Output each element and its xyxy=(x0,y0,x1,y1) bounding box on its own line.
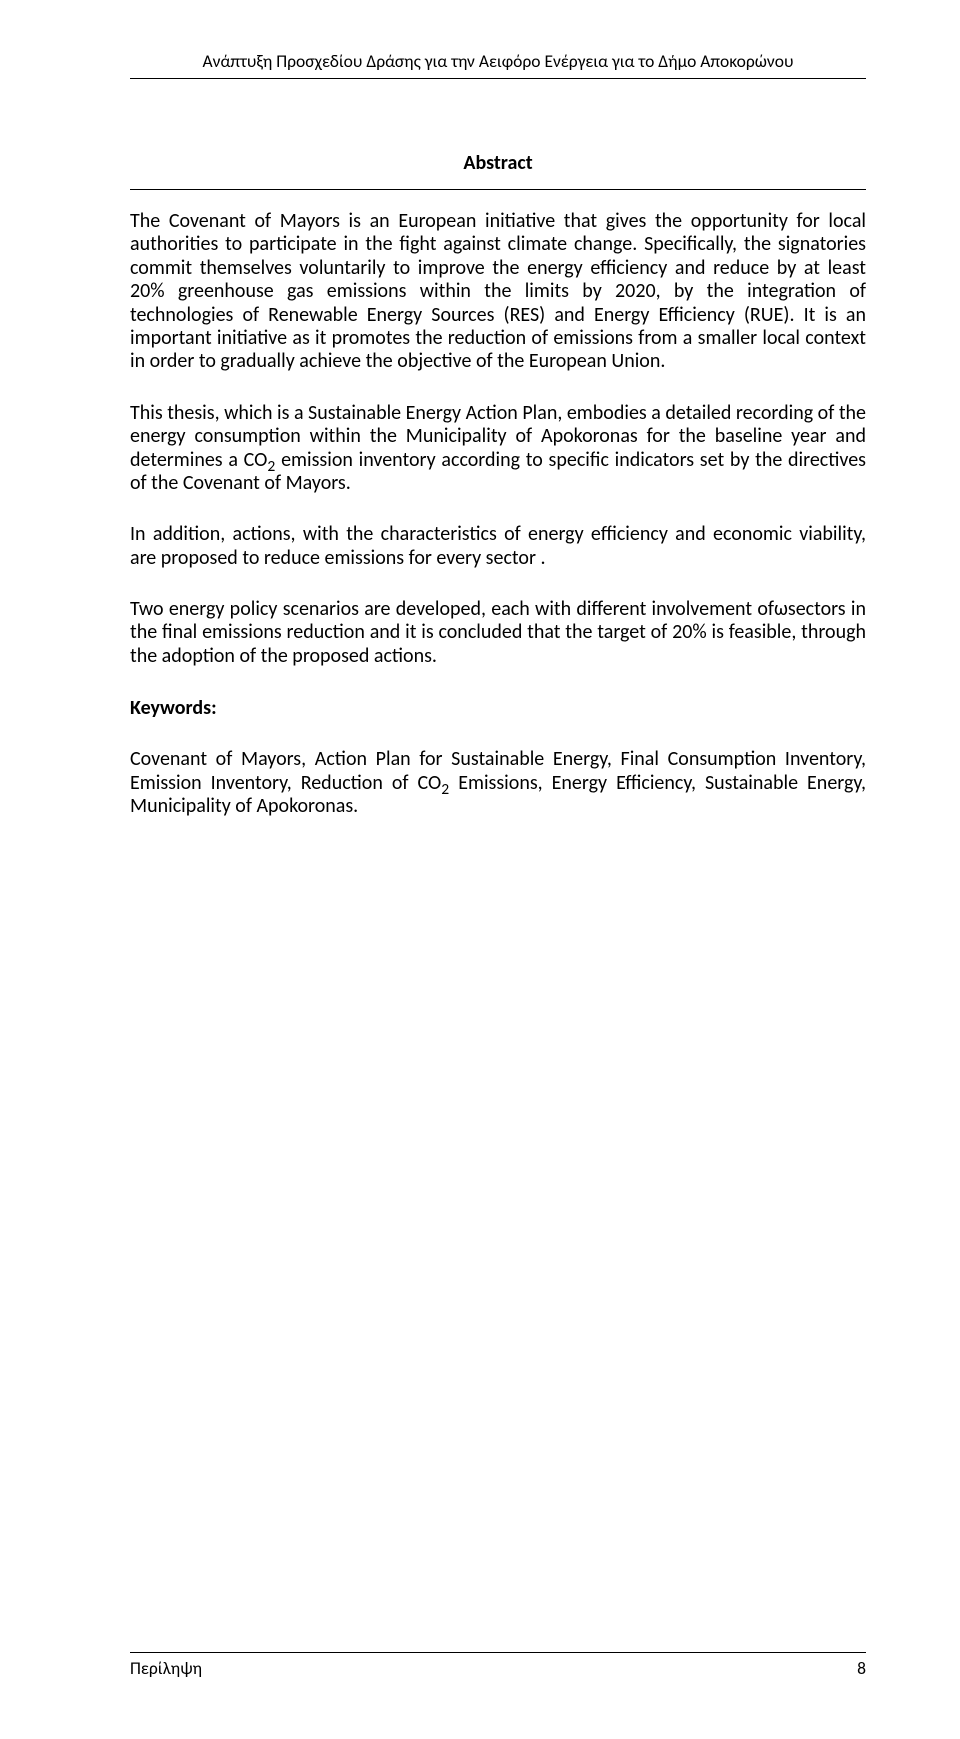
abstract-paragraph-3: In addition, actions, with the character… xyxy=(130,523,866,570)
heading-divider xyxy=(130,189,866,190)
spacer xyxy=(130,846,866,1634)
abstract-heading: Abstract xyxy=(130,151,866,175)
abstract-paragraph-1: The Covenant of Mayors is an European in… xyxy=(130,210,866,374)
keywords-paragraph: Covenant of Mayors, Action Plan for Sust… xyxy=(130,748,866,818)
keywords-subscript: 2 xyxy=(441,780,449,799)
footer: Περίληψη 8 xyxy=(130,1652,866,1679)
abstract-paragraph-2: This thesis, which is a Sustainable Ener… xyxy=(130,402,866,496)
page-number: 8 xyxy=(857,1657,866,1679)
abstract-paragraph-4: Two energy policy scenarios are develope… xyxy=(130,598,866,668)
page-container: Ανάπτυξη Προσχεδίου Δράσης για την Αειφό… xyxy=(0,0,960,1739)
header-title: Ανάπτυξη Προσχεδίου Δράσης για την Αειφό… xyxy=(130,50,866,79)
footer-label: Περίληψη xyxy=(130,1657,202,1679)
keywords-heading: Keywords: xyxy=(130,696,866,720)
